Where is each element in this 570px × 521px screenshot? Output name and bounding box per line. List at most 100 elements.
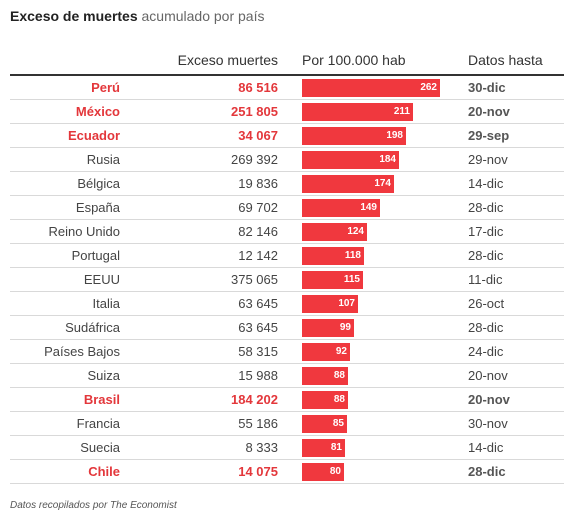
chart-title-rest: acumulado por país: [141, 8, 265, 24]
excess-deaths-cell: 251 805: [120, 99, 278, 124]
per100k-bar-label: 115: [343, 273, 360, 285]
country-cell: Italia: [10, 291, 120, 316]
table-row: Brasil 184 202 88 20-nov: [10, 387, 564, 412]
gap-cell: [278, 243, 302, 268]
country-cell: EEUU: [10, 267, 120, 292]
per100k-bar: 81: [302, 438, 345, 457]
excess-deaths-cell: 58 315: [120, 339, 278, 364]
bar-cell: 124: [302, 219, 464, 244]
per100k-bar: 118: [302, 246, 364, 265]
per100k-bar: 88: [302, 366, 348, 385]
chart-title: Exceso de muertes acumulado por país: [10, 8, 264, 24]
data-date-cell: 24-dic: [464, 339, 564, 364]
table-body: Perú 86 516 262 30-dic México 251 805 211 20-no…: [10, 75, 564, 484]
gap-cell: [278, 267, 302, 292]
header-row: Exceso muertes Por 100.000 hab Datos has…: [10, 46, 564, 76]
per100k-bar: 184: [302, 150, 399, 169]
excess-deaths-table: Exceso muertes Por 100.000 hab Datos has…: [10, 46, 564, 484]
data-date-cell: 28-dic: [464, 459, 564, 484]
country-cell: Chile: [10, 459, 120, 484]
per100k-bar: 149: [302, 198, 380, 217]
per100k-bar-label: 174: [374, 177, 391, 189]
bar-cell: 118: [302, 243, 464, 268]
table-row: Italia 63 645 107 26-oct: [10, 291, 564, 316]
table-row: Chile 14 075 80 28-dic: [10, 459, 564, 484]
gap-cell: [278, 435, 302, 460]
data-date-cell: 14-dic: [464, 435, 564, 460]
country-cell: Suiza: [10, 363, 120, 388]
excess-deaths-cell: 14 075: [120, 459, 278, 484]
table-row: Reino Unido 82 146 124 17-dic: [10, 219, 564, 244]
gap-cell: [278, 291, 302, 316]
country-cell: Francia: [10, 411, 120, 436]
table-row: Perú 86 516 262 30-dic: [10, 75, 564, 100]
per100k-bar-label: 88: [333, 393, 345, 405]
excess-deaths-cell: 63 645: [120, 291, 278, 316]
bar-cell: 99: [302, 315, 464, 340]
excess-deaths-cell: 184 202: [120, 387, 278, 412]
excess-deaths-cell: 19 836: [120, 171, 278, 196]
excess-deaths-cell: 34 067: [120, 123, 278, 148]
chart-title-bold: Exceso de muertes: [10, 8, 138, 24]
country-cell: Reino Unido: [10, 219, 120, 244]
country-cell: Suecia: [10, 435, 120, 460]
per100k-bar-label: 80: [329, 465, 341, 477]
table-row: Francia 55 186 85 30-nov: [10, 411, 564, 436]
source-note: Datos recopilados por The Economist: [10, 500, 177, 511]
gap-cell: [278, 147, 302, 172]
excess-deaths-cell: 269 392: [120, 147, 278, 172]
per100k-bar: 85: [302, 414, 347, 433]
table-row: España 69 702 149 28-dic: [10, 195, 564, 220]
data-date-cell: 26-oct: [464, 291, 564, 316]
gap-cell: [278, 459, 302, 484]
gap-cell: [278, 123, 302, 148]
per100k-bar-label: 184: [379, 153, 396, 165]
per100k-bar-label: 92: [335, 345, 347, 357]
per100k-bar-label: 88: [333, 369, 345, 381]
gap-cell: [278, 315, 302, 340]
country-cell: Ecuador: [10, 123, 120, 148]
per100k-bar: 115: [302, 270, 363, 289]
data-date-cell: 28-dic: [464, 243, 564, 268]
col-header-gap: [278, 46, 302, 76]
data-date-cell: 11-dic: [464, 267, 564, 292]
per100k-bar: 124: [302, 222, 367, 241]
bar-cell: 107: [302, 291, 464, 316]
table-row: Países Bajos 58 315 92 24-dic: [10, 339, 564, 364]
excess-deaths-cell: 375 065: [120, 267, 278, 292]
col-header-date: Datos hasta: [464, 46, 564, 76]
table-row: Ecuador 34 067 198 29-sep: [10, 123, 564, 148]
data-date-cell: 20-nov: [464, 387, 564, 412]
excess-deaths-cell: 15 988: [120, 363, 278, 388]
table-row: Suiza 15 988 88 20-nov: [10, 363, 564, 388]
bar-cell: 115: [302, 267, 464, 292]
bar-cell: 149: [302, 195, 464, 220]
gap-cell: [278, 171, 302, 196]
col-header-country: [10, 46, 120, 76]
gap-cell: [278, 339, 302, 364]
per100k-bar-label: 85: [332, 417, 344, 429]
data-date-cell: 30-nov: [464, 411, 564, 436]
bar-cell: 211: [302, 99, 464, 124]
gap-cell: [278, 387, 302, 412]
table-row: Bélgica 19 836 174 14-dic: [10, 171, 564, 196]
gap-cell: [278, 195, 302, 220]
data-date-cell: 30-dic: [464, 75, 564, 100]
table-row: Suecia 8 333 81 14-dic: [10, 435, 564, 460]
data-date-cell: 20-nov: [464, 99, 564, 124]
gap-cell: [278, 219, 302, 244]
per100k-bar: 88: [302, 390, 348, 409]
table-row: Portugal 12 142 118 28-dic: [10, 243, 564, 268]
country-cell: México: [10, 99, 120, 124]
table-row: Sudáfrica 63 645 99 28-dic: [10, 315, 564, 340]
bar-cell: 92: [302, 339, 464, 364]
data-date-cell: 28-dic: [464, 195, 564, 220]
country-cell: Brasil: [10, 387, 120, 412]
excess-deaths-cell: 86 516: [120, 75, 278, 100]
data-date-cell: 29-sep: [464, 123, 564, 148]
per100k-bar-label: 262: [420, 81, 437, 93]
bar-cell: 88: [302, 387, 464, 412]
per100k-bar-label: 118: [344, 249, 361, 261]
excess-deaths-cell: 8 333: [120, 435, 278, 460]
excess-deaths-cell: 63 645: [120, 315, 278, 340]
